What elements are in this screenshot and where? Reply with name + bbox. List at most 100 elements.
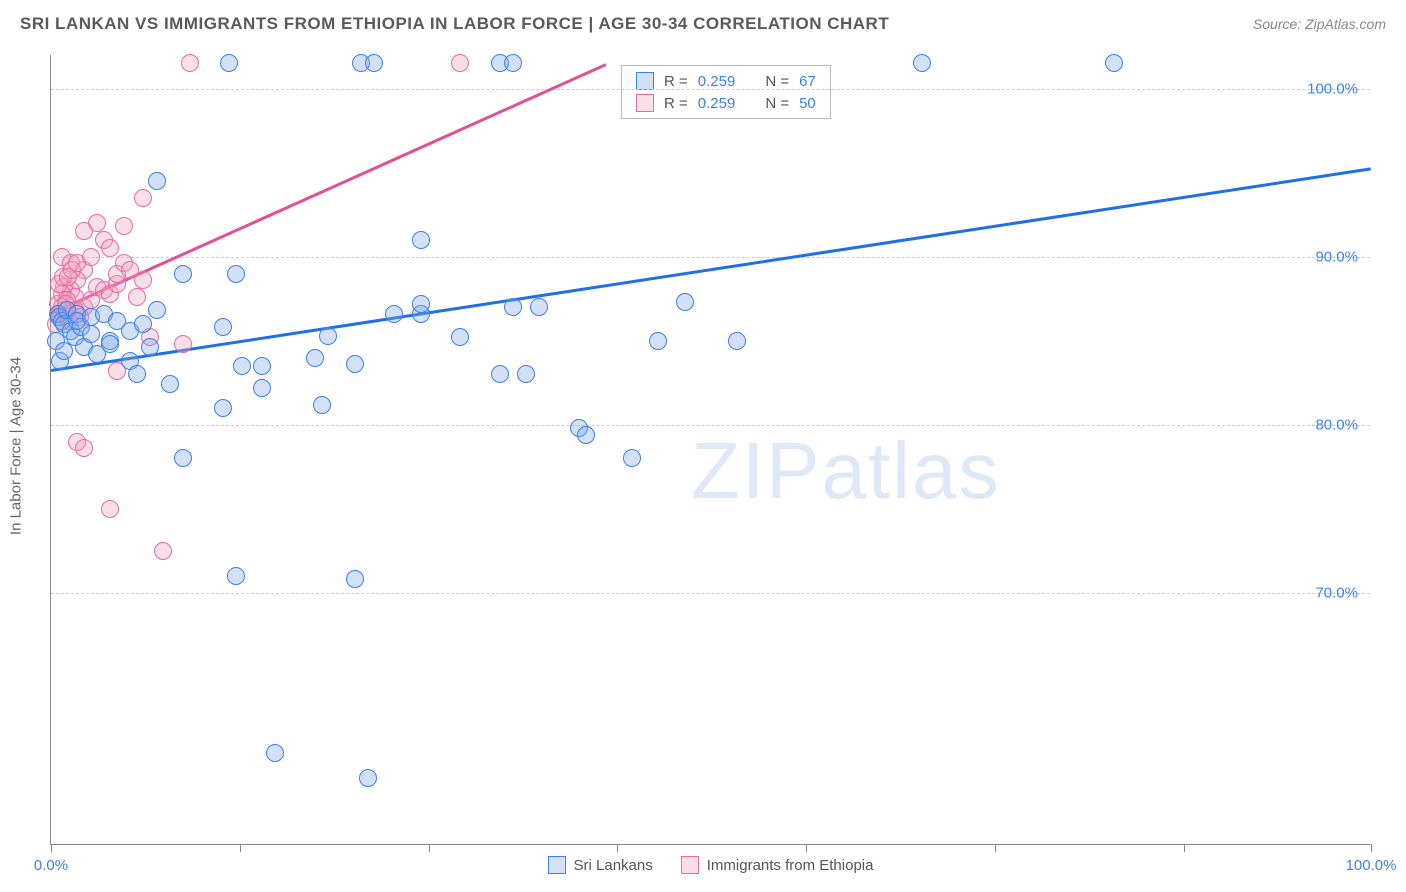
stat-n-label: N =	[765, 95, 789, 112]
correlation-stats-box: R = 0.259 N = 67 R = 0.259 N = 50	[621, 65, 831, 119]
data-point-a	[412, 295, 430, 313]
data-point-a	[913, 54, 931, 72]
chart-title: SRI LANKAN VS IMMIGRANTS FROM ETHIOPIA I…	[20, 14, 889, 34]
watermark-text-a: ZIP	[691, 426, 821, 515]
trend-line-a	[51, 168, 1371, 372]
data-point-b	[134, 189, 152, 207]
data-point-a	[319, 327, 337, 345]
data-point-a	[174, 449, 192, 467]
y-tick-label: 90.0%	[1315, 248, 1358, 265]
data-point-b	[75, 222, 93, 240]
data-point-a	[227, 265, 245, 283]
y-axis-label: In Labor Force | Age 30-34	[8, 357, 25, 535]
data-point-b	[154, 542, 172, 560]
data-point-a	[141, 338, 159, 356]
data-point-a	[365, 54, 383, 72]
data-point-a	[649, 332, 667, 350]
data-point-b	[174, 335, 192, 353]
data-point-b	[181, 54, 199, 72]
x-tick	[1184, 844, 1185, 852]
data-point-a	[82, 325, 100, 343]
data-point-a	[128, 365, 146, 383]
legend-label-b: Immigrants from Ethiopia	[707, 857, 874, 874]
data-point-a	[451, 328, 469, 346]
stat-n-label: N =	[765, 73, 789, 90]
x-tick	[240, 844, 241, 852]
data-point-a	[253, 357, 271, 375]
data-point-b	[128, 288, 146, 306]
watermark: ZIPatlas	[691, 425, 1000, 517]
legend-item-b: Immigrants from Ethiopia	[681, 856, 874, 874]
gridline	[51, 257, 1370, 258]
data-point-b	[134, 271, 152, 289]
stat-r-label: R =	[664, 95, 688, 112]
data-point-a	[134, 315, 152, 333]
data-point-a	[530, 298, 548, 316]
data-point-a	[253, 379, 271, 397]
data-point-a	[148, 172, 166, 190]
data-point-b	[75, 439, 93, 457]
data-point-a	[517, 365, 535, 383]
series-legend: Sri Lankans Immigrants from Ethiopia	[548, 856, 874, 874]
data-point-a	[306, 349, 324, 367]
y-tick-label: 70.0%	[1315, 584, 1358, 601]
data-point-a	[214, 399, 232, 417]
data-point-a	[101, 335, 119, 353]
data-point-a	[676, 293, 694, 311]
legend-swatch-b	[681, 856, 699, 874]
x-tick	[429, 844, 430, 852]
scatter-chart: ZIPatlas R =0.259N =67R =0.259N =50 Sri …	[50, 55, 1370, 845]
y-tick-label: 80.0%	[1315, 416, 1358, 433]
x-tick	[51, 844, 52, 852]
chart-source: Source: ZipAtlas.com	[1253, 16, 1386, 32]
stat-r-value: 0.259	[698, 73, 736, 90]
data-point-a	[1105, 54, 1123, 72]
stat-r-label: R =	[664, 73, 688, 90]
data-point-a	[359, 769, 377, 787]
data-point-a	[214, 318, 232, 336]
data-point-b	[68, 254, 86, 272]
x-tick	[806, 844, 807, 852]
stat-n-value: 67	[799, 73, 816, 90]
chart-header: SRI LANKAN VS IMMIGRANTS FROM ETHIOPIA I…	[0, 0, 1406, 48]
y-tick-label: 100.0%	[1307, 80, 1358, 97]
gridline	[51, 593, 1370, 594]
data-point-a	[728, 332, 746, 350]
x-tick	[617, 844, 618, 852]
data-point-a	[161, 375, 179, 393]
data-point-a	[266, 744, 284, 762]
legend-swatch-a	[548, 856, 566, 874]
data-point-a	[577, 426, 595, 444]
watermark-text-b: atlas	[821, 426, 1000, 515]
x-tick-label: 100.0%	[1346, 857, 1397, 874]
gridline	[51, 89, 1370, 90]
x-tick	[1371, 844, 1372, 852]
data-point-a	[220, 54, 238, 72]
stat-n-value: 50	[799, 95, 816, 112]
data-point-a	[623, 449, 641, 467]
data-point-a	[412, 231, 430, 249]
legend-item-a: Sri Lankans	[548, 856, 653, 874]
data-point-a	[174, 265, 192, 283]
stats-row-b: R = 0.259 N = 50	[622, 92, 830, 114]
stat-r-value: 0.259	[698, 95, 736, 112]
legend-swatch-a	[636, 72, 654, 90]
data-point-a	[233, 357, 251, 375]
data-point-a	[346, 355, 364, 373]
data-point-b	[101, 500, 119, 518]
gridline	[51, 425, 1370, 426]
data-point-b	[115, 217, 133, 235]
x-tick	[995, 844, 996, 852]
data-point-a	[227, 567, 245, 585]
data-point-a	[385, 305, 403, 323]
data-point-a	[55, 342, 73, 360]
data-point-b	[451, 54, 469, 72]
data-point-b	[101, 239, 119, 257]
data-point-a	[491, 365, 509, 383]
data-point-a	[346, 570, 364, 588]
data-point-a	[504, 298, 522, 316]
x-tick-label: 0.0%	[34, 857, 68, 874]
data-point-a	[313, 396, 331, 414]
data-point-a	[504, 54, 522, 72]
legend-label-a: Sri Lankans	[574, 857, 653, 874]
